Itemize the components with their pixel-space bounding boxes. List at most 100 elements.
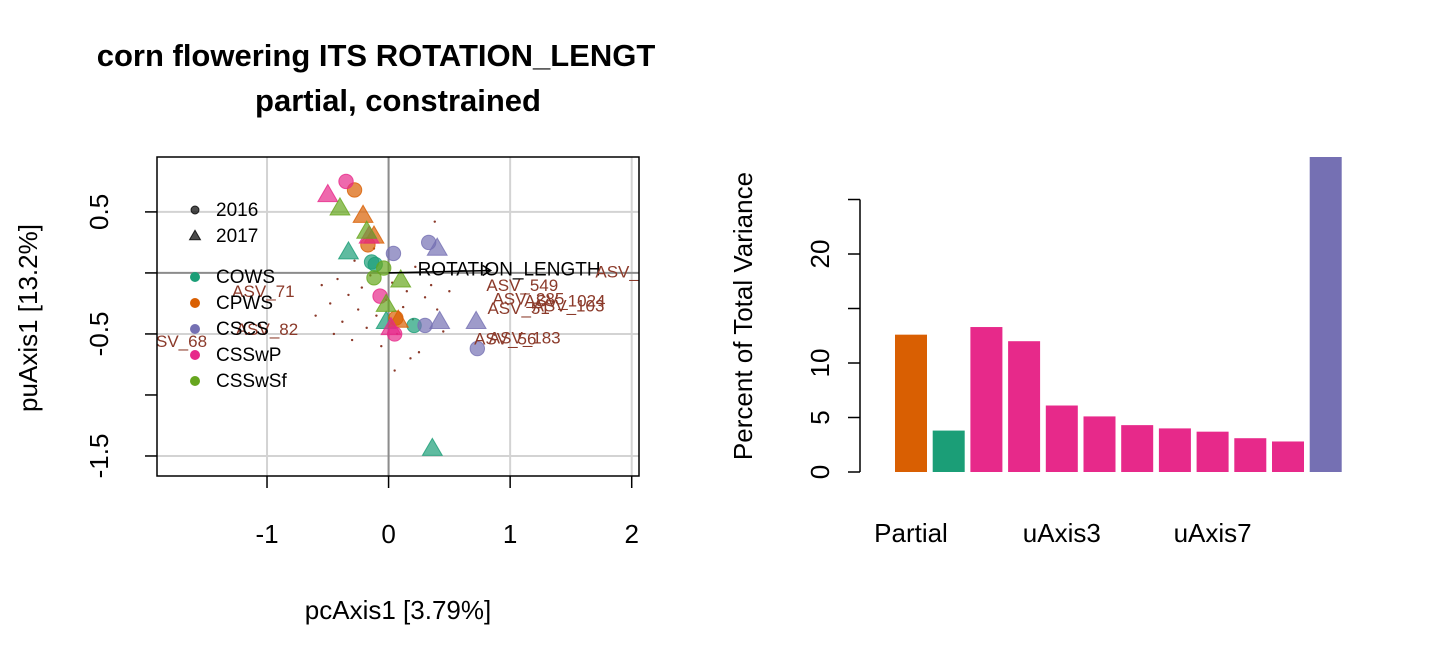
species-point	[360, 286, 364, 289]
x-tick-label: 1	[503, 519, 517, 549]
species-label: ASV_1024	[524, 292, 605, 311]
species-point	[365, 326, 368, 330]
x-tick-label: uAxis3	[1023, 518, 1101, 548]
species-point	[314, 314, 317, 317]
species-point	[436, 308, 439, 311]
y-axis-label: Percent of Total Variance	[728, 172, 758, 460]
legend-symbol	[190, 205, 200, 215]
species-point	[442, 330, 445, 333]
species-point	[350, 338, 354, 342]
species-point	[448, 290, 451, 293]
legend-label: CPWS	[216, 293, 273, 314]
point	[355, 220, 378, 239]
x-tick-label: 2	[624, 519, 638, 549]
legend-label: 2017	[216, 226, 258, 247]
point	[421, 437, 444, 456]
point	[366, 270, 382, 286]
point	[337, 240, 360, 260]
bar	[1121, 425, 1154, 472]
legend-label: CSCS	[216, 319, 269, 340]
point	[426, 237, 448, 256]
bar	[1083, 416, 1116, 472]
point	[317, 183, 339, 203]
point	[329, 196, 351, 216]
biplot-arrow	[388, 269, 491, 274]
species-point	[405, 290, 409, 293]
legend-label: COWS	[216, 267, 275, 288]
species-label: ASV_71	[232, 282, 294, 301]
x-tick-label: 0	[381, 519, 395, 549]
species-point	[414, 265, 417, 269]
bar	[1234, 438, 1267, 472]
point	[375, 293, 397, 312]
species-point	[429, 283, 433, 287]
biplot-label: ROTATION_LENGTH	[418, 260, 601, 281]
legend-symbol	[190, 350, 200, 360]
plot-frame	[156, 156, 640, 477]
species-point	[433, 220, 436, 223]
x-tick-label: uAxis7	[1174, 518, 1252, 548]
species-point	[353, 259, 356, 262]
y-tick-label: 20	[805, 240, 835, 269]
species-point	[423, 296, 427, 299]
bar	[970, 327, 1003, 472]
y-tick-label: 10	[805, 349, 835, 378]
species-point	[336, 277, 339, 281]
species-point	[347, 293, 350, 297]
point	[428, 310, 451, 329]
species-point	[409, 357, 412, 360]
point	[469, 340, 486, 357]
legend-symbol	[190, 298, 200, 308]
point	[376, 260, 392, 276]
species-point	[329, 302, 332, 305]
species-point	[341, 320, 344, 323]
species-label: ASV_	[595, 262, 639, 281]
bar	[1272, 441, 1304, 472]
bar	[932, 430, 965, 472]
chart-title: corn flowering ITS ROTATION_LENGT	[97, 38, 656, 73]
species-label: ASV_68	[145, 332, 207, 351]
legend-symbol	[190, 376, 200, 386]
legend-symbol	[190, 272, 200, 282]
bar	[1196, 431, 1229, 472]
species-label: ASV_56	[474, 330, 536, 349]
x-tick-label: -1	[255, 519, 278, 549]
bar	[895, 334, 927, 472]
legend-symbol	[188, 229, 202, 241]
x-axis-label: pcAxis1 [3.79%]	[305, 595, 491, 625]
species-point	[401, 305, 405, 309]
species-label: ASV_549	[486, 276, 558, 295]
species-point	[417, 351, 421, 354]
axes: -1 0 1 2 -1.5 -0.5 0.5 2016 2017 COWS CPWS CSCS CSSw…	[84, 156, 1342, 549]
y-tick-label: -0.5	[84, 312, 114, 357]
species-point	[380, 344, 383, 348]
legend-label: 2016	[216, 200, 258, 221]
species-point	[332, 332, 336, 336]
point	[380, 316, 402, 336]
species-label: ASV_183	[489, 328, 561, 347]
species-label: ASV_103	[533, 297, 605, 316]
legend-label: CSSwSf	[216, 371, 287, 392]
point	[389, 268, 412, 288]
y-tick-label: 0	[805, 465, 835, 479]
legend-label: CSSwP	[216, 345, 281, 366]
y-tick-label: -1.5	[84, 434, 114, 479]
x-tick-label: Partial	[874, 518, 948, 548]
point	[338, 173, 354, 190]
species-point	[393, 369, 396, 372]
y-axis-label: puAxis1 [13.2%]	[13, 224, 43, 412]
y-tick-label: 5	[805, 410, 835, 424]
point	[352, 204, 374, 223]
bar	[1008, 341, 1041, 472]
species-label: ASV_82	[236, 320, 298, 339]
species-label: ASV_285	[492, 289, 564, 308]
species-point	[320, 283, 323, 287]
chart-subtitle: partial, constrained	[255, 83, 541, 118]
species-point	[375, 314, 378, 317]
biplot-arrowhead	[482, 264, 493, 277]
bar	[1309, 157, 1342, 472]
bar	[1045, 405, 1078, 472]
y-tick-label: 0.5	[84, 194, 114, 230]
species-point	[356, 308, 360, 311]
